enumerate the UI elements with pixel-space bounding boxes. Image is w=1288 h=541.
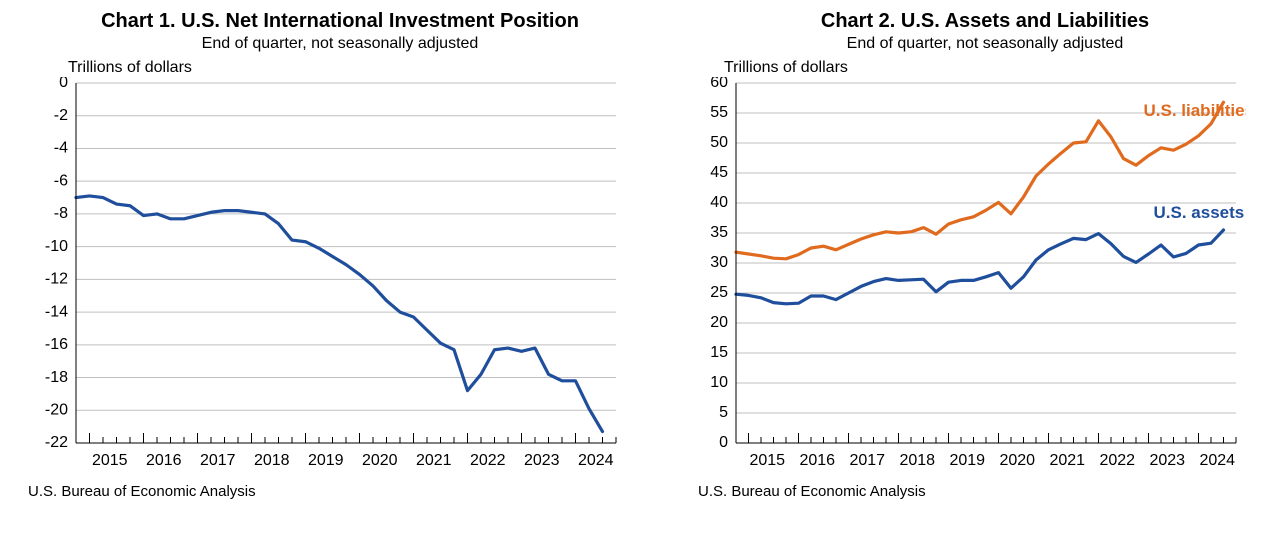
chart2-source: U.S. Bureau of Economic Analysis [698,483,1280,500]
svg-text:-4: -4 [54,140,68,157]
svg-text:50: 50 [710,134,728,151]
svg-text:2017: 2017 [200,452,236,469]
svg-text:2021: 2021 [1049,452,1085,469]
svg-text:-8: -8 [54,205,68,222]
svg-text:2015: 2015 [92,452,128,469]
svg-text:-20: -20 [45,401,68,418]
svg-text:-14: -14 [45,303,68,320]
svg-text:2024: 2024 [1199,452,1235,469]
chart1-panel: Chart 1. U.S. Net International Investme… [20,0,660,541]
svg-text:30: 30 [710,254,728,271]
svg-text:2016: 2016 [799,452,835,469]
svg-text:-6: -6 [54,172,68,189]
chart1-plot: 0 -2 -4 -6 -8 -10 -12 -14 -16 -18 -20 -22 2015 2016 20… [20,77,626,477]
svg-text:-12: -12 [45,271,68,288]
chart2-subtitle: End of quarter, not seasonally adjusted [690,35,1280,53]
series-line-liabilities [736,102,1224,259]
svg-text:-2: -2 [54,107,68,124]
chart1-source: U.S. Bureau of Economic Analysis [28,483,660,500]
svg-text:2020: 2020 [999,452,1035,469]
svg-text:55: 55 [710,104,728,121]
chart2-panel: Chart 2. U.S. Assets and Liabilities End… [690,0,1280,541]
svg-text:2019: 2019 [949,452,985,469]
chart2-y-unit: Trillions of dollars [724,59,1280,77]
svg-text:2022: 2022 [470,452,506,469]
svg-text:25: 25 [710,284,728,301]
svg-text:20: 20 [710,314,728,331]
svg-text:-22: -22 [45,434,68,451]
svg-text:0: 0 [719,434,728,451]
series-line-niip [76,196,603,432]
svg-text:2023: 2023 [524,452,560,469]
svg-text:2016: 2016 [146,452,182,469]
svg-text:2015: 2015 [749,452,785,469]
svg-text:60: 60 [710,77,728,91]
chart1-y-unit: Trillions of dollars [68,59,660,77]
chart2-plot: 0 5 10 15 20 25 30 35 40 45 50 55 60 U.S. liabilities… [690,77,1246,477]
svg-text:-16: -16 [45,336,68,353]
svg-text:2021: 2021 [416,452,452,469]
svg-text:5: 5 [719,404,728,421]
svg-text:0: 0 [59,77,68,91]
series-label-assets: U.S. assets [1154,203,1245,222]
chart2-title: Chart 2. U.S. Assets and Liabilities [690,10,1280,33]
chart1-subtitle: End of quarter, not seasonally adjusted [20,35,660,53]
svg-text:15: 15 [710,344,728,361]
page-root: Chart 1. U.S. Net International Investme… [0,0,1288,541]
svg-text:-18: -18 [45,369,68,386]
svg-text:2022: 2022 [1099,452,1135,469]
svg-text:2020: 2020 [362,452,398,469]
svg-text:2018: 2018 [254,452,290,469]
svg-text:-10: -10 [45,238,68,255]
svg-text:2023: 2023 [1149,452,1185,469]
svg-text:35: 35 [710,224,728,241]
svg-text:2018: 2018 [899,452,935,469]
svg-text:2017: 2017 [849,452,885,469]
svg-text:10: 10 [710,374,728,391]
svg-text:2019: 2019 [308,452,344,469]
svg-text:45: 45 [710,164,728,181]
chart1-title: Chart 1. U.S. Net International Investme… [20,10,660,33]
svg-text:2024: 2024 [578,452,614,469]
svg-text:40: 40 [710,194,728,211]
series-label-liabilities: U.S. liabilities [1144,101,1247,120]
